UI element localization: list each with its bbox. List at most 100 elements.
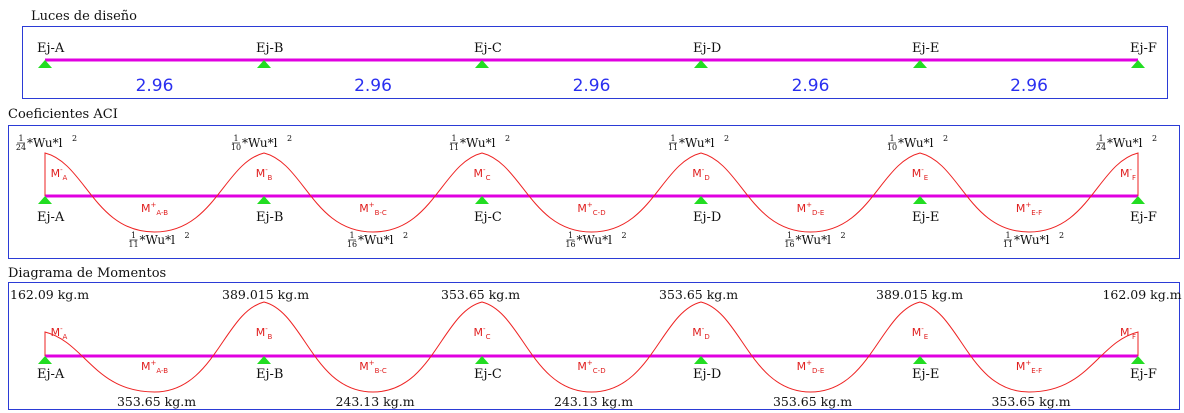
coef-denominator: 10: [887, 143, 897, 152]
coef-exponent: 2: [943, 134, 948, 143]
pos-coef-0: 111 *Wu*l 2: [128, 231, 189, 249]
span-length-3: 2.96: [792, 76, 830, 96]
pos-moment-name-diagrama-3: M+D-E: [797, 359, 825, 375]
moment-curve-diagrama: [44, 301, 1139, 393]
coef-numerator: 1: [1005, 231, 1010, 240]
coef-exponent: 2: [622, 231, 627, 240]
support-luces-2: [475, 60, 489, 68]
pos-moment-name-coef-3: M+D-E: [797, 201, 825, 217]
axis-label-diagrama-0: Ej-A: [37, 367, 65, 382]
coef-expression: *Wu*l: [242, 136, 278, 150]
axis-label-coef-1: Ej-B: [256, 210, 283, 225]
pos-moment-name-diagrama-4: M+E-F: [1016, 359, 1042, 375]
neg-moment-name-diagrama-3: M-D: [692, 325, 709, 341]
neg-moment-name-coef-0: M-A: [51, 166, 68, 182]
coef-expression: *Wu*l: [796, 233, 832, 247]
coef-denominator: 11: [449, 143, 459, 152]
neg-coef-2: 111 *Wu*l 2: [449, 134, 510, 152]
support-luces-4: [913, 60, 927, 68]
coef-numerator: 1: [889, 134, 894, 143]
neg-coef-4: 110 *Wu*l 2: [887, 134, 948, 152]
pos-moment-name-coef-4: M+E-F: [1016, 201, 1042, 217]
coef-expression: *Wu*l: [27, 136, 63, 150]
coef-expression: *Wu*l: [358, 233, 394, 247]
neg-moment-name-coef-1: M-B: [256, 166, 273, 182]
axis-label-coef-0: Ej-A: [37, 210, 65, 225]
neg-coef-5: 124 *Wu*l 2: [1096, 134, 1157, 152]
span-length-1: 2.96: [354, 76, 392, 96]
support-luces-3: [694, 60, 708, 68]
coef-exponent: 2: [185, 231, 190, 240]
neg-moment-name-coef-5: M-F: [1120, 166, 1136, 182]
coef-expression: *Wu*l: [140, 233, 176, 247]
frame-luces: [22, 26, 1168, 99]
coef-denominator: 24: [16, 143, 26, 152]
support-coef-1: [257, 196, 271, 204]
neg-moment-value-1: 389.015 kg.m: [222, 287, 309, 302]
coef-expression: *Wu*l: [898, 136, 934, 150]
coef-exponent: 2: [724, 134, 729, 143]
support-luces-1: [257, 60, 271, 68]
axis-label-diagrama-5: Ej-F: [1130, 367, 1157, 382]
neg-moment-value-2: 353.65 kg.m: [441, 287, 520, 302]
axis-label-diagrama-1: Ej-B: [256, 367, 283, 382]
coef-numerator: 1: [670, 134, 675, 143]
axis-label-coef-2: Ej-C: [474, 210, 502, 225]
neg-moment-value-4: 389.015 kg.m: [876, 287, 963, 302]
pos-moment-value-4: 353.65 kg.m: [991, 394, 1070, 409]
pos-moment-value-3: 353.65 kg.m: [773, 394, 852, 409]
coef-numerator: 1: [1098, 134, 1103, 143]
coef-exponent: 2: [505, 134, 510, 143]
coef-expression: *Wu*l: [1014, 233, 1050, 247]
axis-label-coef-3: Ej-D: [693, 210, 721, 225]
support-coef-0: [38, 196, 52, 204]
neg-coef-0: 124 *Wu*l 2: [16, 134, 77, 152]
pos-coef-3: 116 *Wu*l 2: [784, 231, 845, 249]
pos-moment-name-coef-2: M+C-D: [577, 201, 605, 217]
section-title-luces: Luces de diseño: [31, 9, 137, 24]
support-diagrama-3: [694, 356, 708, 364]
neg-moment-name-diagrama-0: M-A: [51, 325, 68, 341]
coef-exponent: 2: [403, 231, 408, 240]
axis-label-coef-5: Ej-F: [1130, 210, 1157, 225]
coef-denominator: 10: [231, 143, 241, 152]
pos-moment-value-1: 243.13 kg.m: [335, 394, 414, 409]
support-diagrama-2: [475, 356, 489, 364]
axis-label-diagrama-3: Ej-D: [693, 367, 721, 382]
coef-exponent: 2: [1059, 231, 1064, 240]
coef-exponent: 2: [1152, 134, 1157, 143]
support-coef-2: [475, 196, 489, 204]
pos-coef-4: 111 *Wu*l 2: [1003, 231, 1064, 249]
coef-numerator: 1: [568, 231, 573, 240]
axis-label-luces-1: Ej-B: [256, 41, 283, 56]
coef-numerator: 1: [233, 134, 238, 143]
coef-numerator: 1: [18, 134, 23, 143]
support-coef-3: [694, 196, 708, 204]
neg-moment-name-diagrama-4: M-E: [912, 325, 928, 341]
neg-coef-3: 111 *Wu*l 2: [668, 134, 729, 152]
pos-moment-name-coef-0: M+A-B: [141, 201, 168, 217]
axis-label-luces-2: Ej-C: [474, 41, 502, 56]
pos-coef-2: 116 *Wu*l 2: [565, 231, 626, 249]
coef-expression: *Wu*l: [577, 233, 613, 247]
pos-moment-name-diagrama-1: M+B-C: [359, 359, 387, 375]
neg-moment-name-coef-3: M-D: [692, 166, 709, 182]
support-diagrama-0: [38, 356, 52, 364]
pos-moment-value-0: 353.65 kg.m: [117, 394, 196, 409]
coef-denominator: 11: [128, 240, 138, 249]
coef-denominator: 24: [1096, 143, 1106, 152]
coef-denominator: 11: [668, 143, 678, 152]
coef-exponent: 2: [72, 134, 77, 143]
support-diagrama-4: [913, 356, 927, 364]
coef-numerator: 1: [451, 134, 456, 143]
neg-moment-name-coef-2: M-C: [474, 166, 491, 182]
coef-numerator: 1: [349, 231, 354, 240]
axis-label-luces-0: Ej-A: [37, 41, 65, 56]
neg-moment-name-diagrama-1: M-B: [256, 325, 273, 341]
coef-denominator: 11: [1003, 240, 1013, 249]
neg-moment-name-diagrama-5: M-F: [1120, 325, 1136, 341]
neg-moment-value-0: 162.09 kg.m: [10, 287, 89, 302]
neg-moment-value-3: 353.65 kg.m: [659, 287, 738, 302]
axis-label-luces-4: Ej-E: [912, 41, 939, 56]
